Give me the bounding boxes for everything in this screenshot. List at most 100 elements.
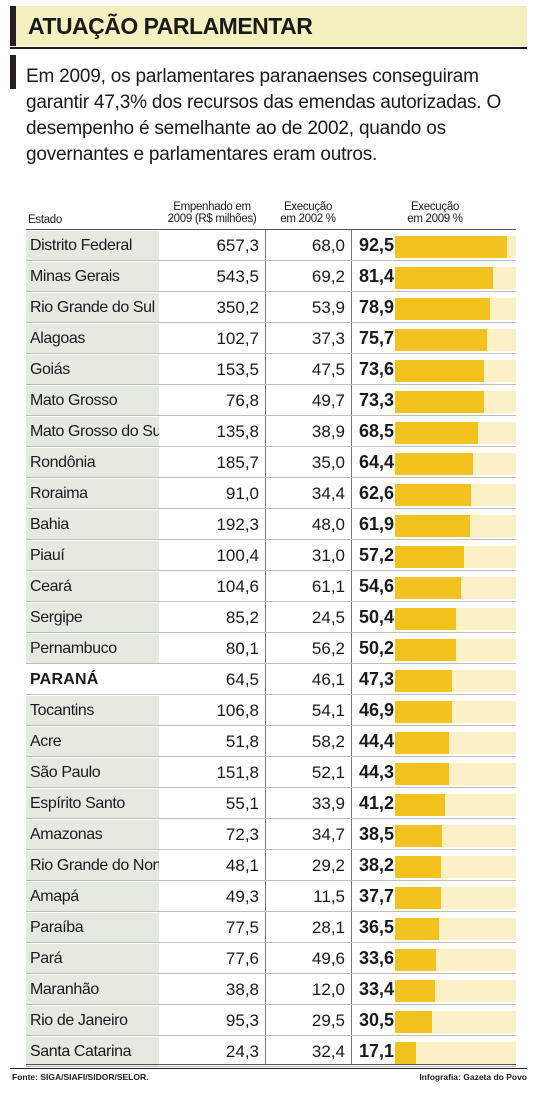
empenhado-value: 49,3 xyxy=(225,887,259,906)
table-row: Mato Grosso 76,8 49,7 73,3 xyxy=(26,386,516,416)
empenhado-value: 77,6 xyxy=(225,949,259,968)
state-cell: Alagoas xyxy=(26,324,159,353)
col-header-exec2002-line2: em 2002 % xyxy=(280,213,336,225)
bar-track xyxy=(395,267,516,289)
table-row: São Paulo 151,8 52,1 44,3 xyxy=(26,758,516,788)
bar xyxy=(395,577,461,599)
state-cell: Pernambuco xyxy=(26,634,159,663)
exec2009-value: 54,6 xyxy=(358,576,394,596)
table-row: Maranhão 38,8 12,0 33,4 xyxy=(26,975,516,1005)
exec2002-value: 35,0 xyxy=(311,453,345,472)
bar-track xyxy=(395,980,516,1002)
table-row: Sergipe 85,2 24,5 50,4 xyxy=(26,603,516,633)
state-cell: Maranhão xyxy=(26,975,159,1004)
table-row: Pará 77,6 49,6 33,6 xyxy=(26,944,516,974)
exec2002-value: 54,1 xyxy=(311,701,345,720)
bar xyxy=(395,298,490,320)
title-banner: ATUAÇÃO PARLAMENTAR xyxy=(10,6,527,46)
bar xyxy=(395,546,464,568)
table-row: Acre 51,8 58,2 44,4 xyxy=(26,727,516,757)
state-cell: Distrito Federal xyxy=(26,231,159,260)
state-cell: Espírito Santo xyxy=(26,789,159,818)
bar-track xyxy=(395,298,516,320)
state-cell: Sergipe xyxy=(26,603,159,632)
empenhado-value: 543,5 xyxy=(216,267,259,286)
exec2009-value: 30,5 xyxy=(358,1010,394,1030)
empenhado-value: 24,3 xyxy=(225,1042,259,1061)
state-cell: Santa Catarina xyxy=(26,1037,159,1066)
bar-track xyxy=(395,856,516,878)
exec2009-value: 37,7 xyxy=(358,886,394,906)
exec2009-value: 38,2 xyxy=(358,855,394,875)
exec2009-value: 44,4 xyxy=(358,731,394,751)
exec2009-value: 50,4 xyxy=(358,607,394,627)
title-underline xyxy=(10,47,527,49)
bar-track xyxy=(395,918,516,940)
table-row: Rio Grande do Sul 350,2 53,9 78,9 xyxy=(26,293,516,323)
empenhado-value: 48,1 xyxy=(225,856,259,875)
exec2002-value: 28,1 xyxy=(311,918,345,937)
exec2002-value: 68,0 xyxy=(311,236,345,255)
table-row: Rio Grande do Norte 48,1 29,2 38,2 xyxy=(26,851,516,881)
bar xyxy=(395,825,442,847)
exec2009-value: 62,6 xyxy=(358,483,394,503)
col-header-exec2002-line1: Execução xyxy=(283,201,333,213)
state-cell: Pará xyxy=(26,944,159,973)
column-separator xyxy=(265,230,266,1064)
bar-track xyxy=(395,825,516,847)
exec2009-value: 33,4 xyxy=(358,979,394,999)
empenhado-value: 192,3 xyxy=(216,515,259,534)
bar-track xyxy=(395,763,516,785)
col-header-empenhado: Empenhado em 2009 (R$ milhões) xyxy=(159,201,265,225)
bar xyxy=(395,1011,432,1033)
exec2009-value: 64,4 xyxy=(358,452,394,472)
exec2009-value: 61,9 xyxy=(358,514,394,534)
empenhado-value: 91,0 xyxy=(225,484,259,503)
table-row: PARANÁ 64,5 46,1 47,3 xyxy=(26,665,516,695)
table-row: Amazonas 72,3 34,7 38,5 xyxy=(26,820,516,850)
state-cell: Ceará xyxy=(26,572,159,601)
exec2009-value: 73,3 xyxy=(358,390,394,410)
col-header-state-line: Estado xyxy=(28,214,63,226)
table-row: Pernambuco 80,1 56,2 50,2 xyxy=(26,634,516,664)
empenhado-value: 76,8 xyxy=(225,391,259,410)
exec2009-value: 47,3 xyxy=(358,669,394,689)
exec2009-value: 73,6 xyxy=(358,359,394,379)
exec2002-value: 49,7 xyxy=(311,391,345,410)
empenhado-value: 104,6 xyxy=(216,577,259,596)
exec2002-value: 24,5 xyxy=(311,608,345,627)
exec2009-value: 75,7 xyxy=(358,328,394,348)
empenhado-value: 102,7 xyxy=(216,329,259,348)
bar-track xyxy=(395,515,516,537)
bar-track xyxy=(395,608,516,630)
state-cell: Goiás xyxy=(26,355,159,384)
bar xyxy=(395,391,484,413)
exec2009-value: 92,5 xyxy=(358,235,394,255)
table-row: Piauí 100,4 31,0 57,2 xyxy=(26,541,516,571)
exec2009-value: 36,5 xyxy=(358,917,394,937)
exec2002-value: 34,7 xyxy=(311,825,345,844)
bar xyxy=(395,1042,416,1064)
exec2002-value: 29,5 xyxy=(311,1011,345,1030)
exec2009-value: 50,2 xyxy=(358,638,394,658)
bar-track xyxy=(395,236,516,258)
state-cell: Rio Grande do Sul xyxy=(26,293,159,322)
table-row: Ceará 104,6 61,1 54,6 xyxy=(26,572,516,602)
col-header-exec2009-line2: em 2009 % xyxy=(407,213,463,225)
state-cell: Tocantins xyxy=(26,696,159,725)
bar-track xyxy=(395,546,516,568)
title-accent-bar xyxy=(10,6,16,46)
exec2009-value: 68,5 xyxy=(358,421,394,441)
col-header-exec2009: Execução em 2009 % xyxy=(395,201,475,225)
bar xyxy=(395,701,452,723)
bar-track xyxy=(395,391,516,413)
table-row: Rio de Janeiro 95,3 29,5 30,5 xyxy=(26,1006,516,1036)
state-cell: Mato Grosso do Sul xyxy=(26,417,159,446)
col-header-exec2009-line1: Execução xyxy=(410,201,460,213)
state-cell: Amapá xyxy=(26,882,159,911)
bar xyxy=(395,484,471,506)
empenhado-value: 77,5 xyxy=(225,918,259,937)
exec2002-value: 48,0 xyxy=(311,515,345,534)
exec2002-value: 29,2 xyxy=(311,856,345,875)
state-cell: Mato Grosso xyxy=(26,386,159,415)
